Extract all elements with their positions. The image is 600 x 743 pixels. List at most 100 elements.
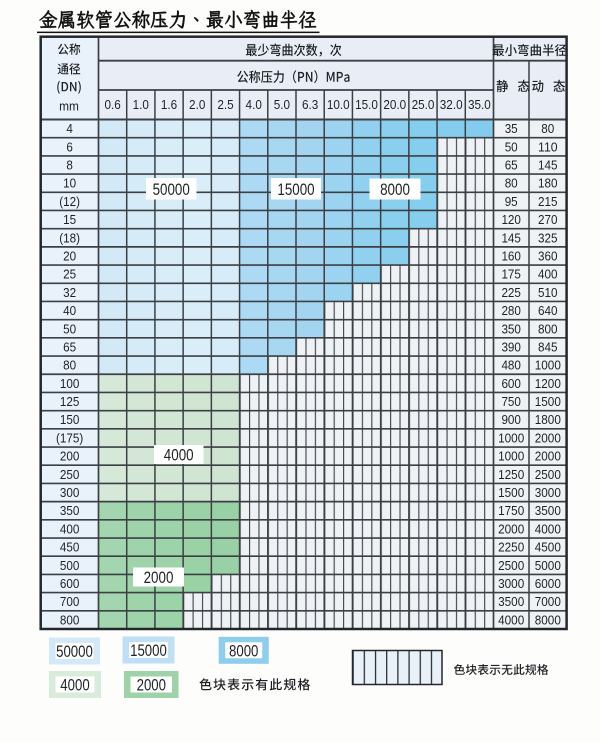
svg-text:4000: 4000 bbox=[498, 613, 524, 627]
svg-text:125: 125 bbox=[60, 395, 80, 409]
svg-text:95: 95 bbox=[505, 195, 518, 209]
svg-text:145: 145 bbox=[538, 159, 558, 173]
svg-text:4000: 4000 bbox=[164, 446, 194, 465]
svg-text:1.6: 1.6 bbox=[161, 98, 177, 112]
svg-text:50000: 50000 bbox=[56, 643, 93, 661]
svg-text:640: 640 bbox=[538, 304, 558, 318]
svg-text:8: 8 bbox=[66, 159, 73, 173]
svg-text:20.0: 20.0 bbox=[383, 98, 406, 112]
svg-text:50: 50 bbox=[63, 322, 76, 336]
svg-text:180: 180 bbox=[538, 177, 558, 191]
svg-text:25: 25 bbox=[63, 268, 76, 282]
svg-text:7000: 7000 bbox=[535, 595, 561, 609]
svg-text:700: 700 bbox=[60, 595, 80, 609]
svg-text:15000: 15000 bbox=[277, 180, 314, 199]
svg-text:(12): (12) bbox=[59, 195, 80, 209]
svg-text:150: 150 bbox=[60, 413, 80, 427]
svg-text:4: 4 bbox=[66, 122, 73, 136]
svg-text:510: 510 bbox=[538, 286, 558, 300]
svg-text:1250: 1250 bbox=[498, 468, 524, 482]
svg-text:2500: 2500 bbox=[498, 559, 524, 573]
svg-text:250: 250 bbox=[60, 468, 80, 482]
svg-text:270: 270 bbox=[538, 213, 558, 227]
svg-text:35: 35 bbox=[505, 122, 518, 136]
svg-text:350: 350 bbox=[501, 322, 521, 336]
svg-text:110: 110 bbox=[538, 140, 558, 154]
svg-text:3500: 3500 bbox=[498, 595, 524, 609]
svg-text:15000: 15000 bbox=[130, 642, 167, 660]
svg-text:1800: 1800 bbox=[535, 413, 561, 427]
svg-text:2500: 2500 bbox=[535, 468, 561, 482]
svg-text:350: 350 bbox=[60, 504, 80, 518]
svg-text:2000: 2000 bbox=[144, 568, 174, 587]
svg-text:600: 600 bbox=[60, 577, 80, 591]
svg-text:800: 800 bbox=[538, 322, 558, 336]
svg-text:225: 225 bbox=[501, 286, 521, 300]
svg-text:5000: 5000 bbox=[535, 559, 561, 573]
svg-text:10.0: 10.0 bbox=[327, 98, 350, 112]
svg-text:32: 32 bbox=[63, 286, 76, 300]
svg-text:40: 40 bbox=[63, 304, 76, 318]
svg-text:1000: 1000 bbox=[498, 450, 524, 464]
svg-text:750: 750 bbox=[501, 395, 521, 409]
svg-text:65: 65 bbox=[63, 341, 76, 355]
svg-text:280: 280 bbox=[501, 304, 521, 318]
svg-text:65: 65 bbox=[505, 159, 518, 173]
svg-text:2000: 2000 bbox=[535, 450, 561, 464]
svg-text:845: 845 bbox=[538, 341, 558, 355]
svg-text:8000: 8000 bbox=[535, 613, 561, 627]
svg-text:600: 600 bbox=[501, 377, 521, 391]
svg-text:6000: 6000 bbox=[535, 577, 561, 591]
svg-text:mm: mm bbox=[59, 99, 79, 114]
svg-text:2000: 2000 bbox=[137, 676, 166, 695]
svg-text:25.0: 25.0 bbox=[412, 98, 435, 112]
svg-text:10: 10 bbox=[63, 177, 76, 191]
svg-text:1500: 1500 bbox=[498, 486, 524, 500]
svg-text:4500: 4500 bbox=[535, 541, 561, 555]
svg-text:4000: 4000 bbox=[60, 676, 89, 695]
svg-text:1500: 1500 bbox=[535, 395, 561, 409]
svg-text:145: 145 bbox=[501, 231, 521, 245]
svg-text:1000: 1000 bbox=[498, 431, 524, 445]
svg-text:2.5: 2.5 bbox=[217, 98, 233, 112]
svg-text:3000: 3000 bbox=[535, 486, 561, 500]
svg-text:1.0: 1.0 bbox=[133, 98, 149, 112]
svg-text:80: 80 bbox=[63, 359, 76, 373]
svg-text:(18): (18) bbox=[59, 231, 80, 245]
svg-text:50000: 50000 bbox=[153, 180, 190, 199]
svg-text:480: 480 bbox=[501, 359, 521, 373]
svg-text:2250: 2250 bbox=[498, 541, 524, 555]
svg-text:20: 20 bbox=[63, 250, 76, 264]
svg-text:0.6: 0.6 bbox=[104, 98, 120, 112]
svg-text:(175): (175) bbox=[56, 431, 83, 445]
svg-text:8000: 8000 bbox=[229, 641, 258, 660]
svg-text:160: 160 bbox=[501, 250, 521, 264]
svg-text:360: 360 bbox=[538, 250, 558, 264]
svg-text:15: 15 bbox=[63, 213, 76, 227]
svg-text:1750: 1750 bbox=[498, 504, 524, 518]
svg-text:300: 300 bbox=[60, 486, 80, 500]
svg-text:15.0: 15.0 bbox=[355, 98, 378, 112]
svg-text:400: 400 bbox=[538, 268, 558, 282]
svg-text:325: 325 bbox=[538, 231, 558, 245]
svg-text:500: 500 bbox=[60, 559, 80, 573]
svg-text:120: 120 bbox=[501, 213, 521, 227]
svg-text:2000: 2000 bbox=[498, 522, 524, 536]
svg-text:900: 900 bbox=[501, 413, 521, 427]
svg-text:1200: 1200 bbox=[535, 377, 561, 391]
svg-text:1000: 1000 bbox=[535, 359, 561, 373]
svg-text:215: 215 bbox=[538, 195, 558, 209]
svg-text:2000: 2000 bbox=[535, 431, 561, 445]
svg-text:175: 175 bbox=[501, 268, 521, 282]
svg-text:8000: 8000 bbox=[380, 180, 410, 199]
svg-text:50: 50 bbox=[505, 140, 518, 154]
svg-text:450: 450 bbox=[60, 541, 80, 555]
svg-text:4.0: 4.0 bbox=[246, 98, 262, 112]
svg-text:6: 6 bbox=[66, 140, 73, 154]
svg-text:800: 800 bbox=[60, 613, 80, 627]
svg-text:2.0: 2.0 bbox=[189, 98, 205, 112]
svg-text:390: 390 bbox=[501, 341, 521, 355]
svg-text:3000: 3000 bbox=[498, 577, 524, 591]
svg-text:200: 200 bbox=[60, 450, 80, 464]
svg-text:6.3: 6.3 bbox=[302, 98, 318, 112]
